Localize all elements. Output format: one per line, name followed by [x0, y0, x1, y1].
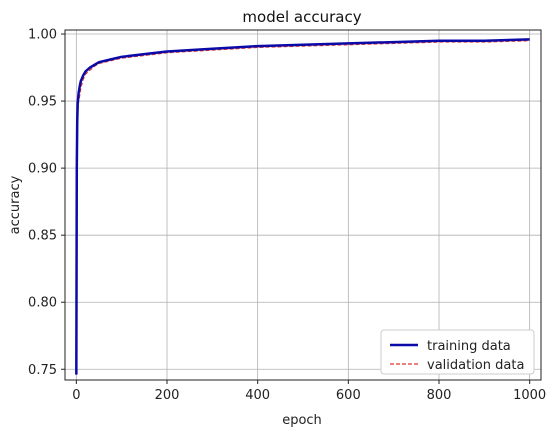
- y-tick-label: 0.90: [28, 162, 57, 177]
- x-tick-label: 200: [155, 388, 180, 403]
- x-tick-label: 400: [245, 388, 270, 403]
- y-tick-label: 1.00: [28, 28, 57, 43]
- legend-box: [380, 329, 535, 375]
- legend-label-validation: validation data: [427, 358, 524, 373]
- x-tick-label: 1000: [513, 388, 546, 403]
- y-tick-label: 0.75: [28, 363, 57, 378]
- y-tick-label: 0.95: [28, 95, 57, 110]
- x-tick-label: 0: [72, 388, 80, 403]
- x-axis-label: epoch: [282, 413, 322, 428]
- plot-area: [64, 29, 542, 381]
- y-tick-label: 0.80: [28, 296, 57, 311]
- training-line: [75, 38, 530, 375]
- x-tick-label: 600: [336, 388, 361, 403]
- legend-label-training: training data: [427, 339, 511, 354]
- series-layer: [75, 38, 530, 375]
- y-tick-label: 0.85: [28, 229, 57, 244]
- x-axis: 0 200 400 600 800 1000: [72, 380, 546, 403]
- x-tick-label: 800: [427, 388, 452, 403]
- y-axis: 0.75 0.80 0.85 0.90 0.95 1.00: [28, 28, 65, 378]
- grid: [65, 30, 541, 380]
- y-axis-label: accuracy: [8, 175, 23, 234]
- chart-title: model accuracy: [242, 8, 361, 26]
- legend: training data validation data: [380, 329, 535, 375]
- axes-frame: [64, 29, 542, 381]
